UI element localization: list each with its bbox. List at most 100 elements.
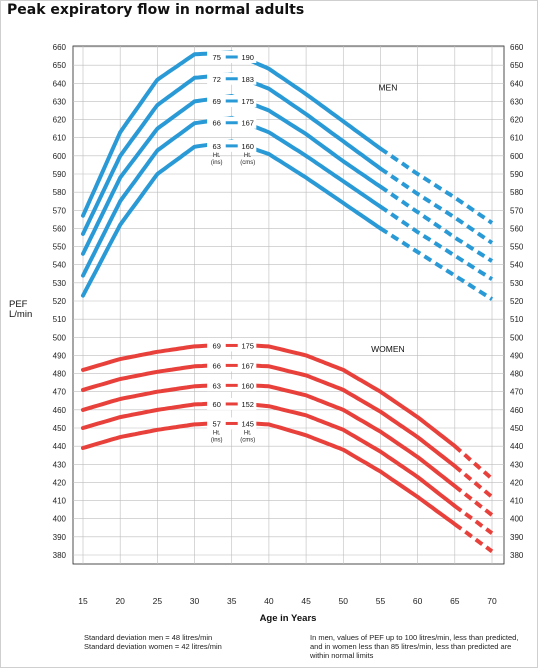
y-tick-label-right: 510 xyxy=(510,315,524,324)
y-tick-label-left: 480 xyxy=(53,370,67,379)
women-line-dashed-145 xyxy=(453,522,494,553)
women-height-cms-label: 152 xyxy=(241,400,254,409)
y-tick-label-right: 380 xyxy=(510,551,524,560)
men-height-inches-label: 69 xyxy=(213,97,221,106)
gridlines xyxy=(73,46,504,564)
standard-deviation-notes: Standard deviation men = 48 litres/min S… xyxy=(84,633,284,651)
women-height-inches-label: 66 xyxy=(213,361,221,370)
y-tick-label-left: 610 xyxy=(53,134,67,143)
y-tick-label-left: 440 xyxy=(53,442,67,451)
y-tick-label-right: 500 xyxy=(510,333,524,342)
women-line-175 xyxy=(81,342,457,449)
men-group-label: MEN xyxy=(378,83,397,93)
y-tick-label-right: 570 xyxy=(510,206,524,215)
y-tick-label-left: 400 xyxy=(53,515,67,524)
women-height-inches-label: 63 xyxy=(213,381,221,390)
x-tick-label: 45 xyxy=(301,596,311,606)
plot-area xyxy=(72,45,505,565)
women-group-label: WOMEN xyxy=(371,344,405,354)
y-tick-label-left: 520 xyxy=(53,297,67,306)
y-tick-label-right: 460 xyxy=(510,406,524,415)
y-tick-label-left: 410 xyxy=(53,497,67,506)
women-height-cms-label: 175 xyxy=(241,341,254,350)
y-tick-label-right: 490 xyxy=(510,351,524,360)
y-tick-label-right: 620 xyxy=(510,116,524,125)
y-tick-label-right: 410 xyxy=(510,497,524,506)
x-tick-label: 25 xyxy=(153,596,163,606)
y-tick-label-left: 390 xyxy=(53,533,67,542)
y-axis-label-line: L/min xyxy=(9,309,32,320)
y-tick-label-right: 520 xyxy=(510,297,524,306)
x-tick-label: 55 xyxy=(376,596,386,606)
men-line-dashed-190 xyxy=(379,146,494,225)
y-tick-label-left: 380 xyxy=(53,551,67,560)
women-height-cms-label: 160 xyxy=(241,381,254,390)
x-tick-label: 20 xyxy=(115,596,125,606)
x-tick-label: 15 xyxy=(78,596,88,606)
y-tick-label-right: 550 xyxy=(510,243,524,252)
sd-women-note: Standard deviation women = 42 litres/min xyxy=(84,642,222,651)
y-tick-label-left: 550 xyxy=(53,243,67,252)
women-line-dashed-167 xyxy=(453,464,494,499)
y-tick-label-left: 590 xyxy=(53,170,67,179)
y-tick-label-right: 580 xyxy=(510,188,524,197)
men-height-cms-label: 175 xyxy=(241,97,254,106)
y-tick-label-right: 440 xyxy=(510,442,524,451)
y-tick-label-right: 640 xyxy=(510,79,524,88)
x-tick-label: 40 xyxy=(264,596,274,606)
women-line-160 xyxy=(81,382,457,489)
men-height-unit-left: (ins) xyxy=(211,160,223,166)
women-line-dashed-152 xyxy=(453,504,494,535)
men-line-dashed-160 xyxy=(379,226,494,301)
y-tick-label-left: 630 xyxy=(53,97,67,106)
y-tick-label-left: 430 xyxy=(53,460,67,469)
y-tick-label-right: 630 xyxy=(510,97,524,106)
women-line-dashed-175 xyxy=(453,444,494,481)
x-axis-label: Age in Years xyxy=(260,613,317,624)
y-tick-label-left: 420 xyxy=(53,478,67,487)
y-tick-label-right: 420 xyxy=(510,478,524,487)
men-height-inches-label: 66 xyxy=(213,119,221,128)
y-tick-label-right: 660 xyxy=(510,43,524,52)
y-tick-label-right: 530 xyxy=(510,279,524,288)
men-height-cms-label: 183 xyxy=(241,75,254,84)
sd-men-note: Standard deviation men = 48 litres/min xyxy=(84,633,213,642)
women-height-inches-label: 60 xyxy=(213,400,221,409)
men-height-inches-label: 72 xyxy=(213,75,221,84)
y-axis-label: PEF L/min xyxy=(9,299,32,320)
y-tick-label-left: 640 xyxy=(53,79,67,88)
men-height-unit-right: (cms) xyxy=(240,160,255,166)
y-axis-label-line: PEF xyxy=(9,299,28,310)
x-tick-label: 65 xyxy=(450,596,460,606)
x-tick-label: 60 xyxy=(413,596,423,606)
y-tick-label-left: 660 xyxy=(53,43,67,52)
y-tick-label-left: 470 xyxy=(53,388,67,397)
women-height-cms-label: 167 xyxy=(241,361,254,370)
y-tick-label-left: 460 xyxy=(53,406,67,415)
men-height-unit-right: Ht. xyxy=(244,153,252,159)
y-tick-label-left: 540 xyxy=(53,261,67,270)
y-tick-label-left: 530 xyxy=(53,279,67,288)
x-tick-labels: 15 20 25 30 35 40 45 50 55 60 65 70 xyxy=(78,596,497,606)
y-tick-label-left: 570 xyxy=(53,206,67,215)
y-tick-label-right: 470 xyxy=(510,388,524,397)
y-tick-label-left: 580 xyxy=(53,188,67,197)
y-tick-label-left: 450 xyxy=(53,424,67,433)
y-tick-label-right: 400 xyxy=(510,515,524,524)
women-height-inches-label: 69 xyxy=(213,341,221,350)
women-height-unit-left: (ins) xyxy=(211,437,223,443)
y-tick-label-left: 510 xyxy=(53,315,67,324)
women-height-inches-label: 57 xyxy=(213,419,221,428)
women-line-167 xyxy=(81,362,457,469)
y-tick-label-left: 600 xyxy=(53,152,67,161)
women-line-145 xyxy=(81,420,457,527)
men-height-cms-label: 160 xyxy=(241,142,254,151)
men-line-dashed-175 xyxy=(379,185,494,263)
x-tick-label: 35 xyxy=(227,596,237,606)
men-height-unit-left: Ht. xyxy=(213,153,221,159)
x-tick-label: 70 xyxy=(487,596,497,606)
women-line-152 xyxy=(81,400,457,508)
women-height-cms-label: 145 xyxy=(241,419,254,428)
y-tick-label-right: 540 xyxy=(510,261,524,270)
